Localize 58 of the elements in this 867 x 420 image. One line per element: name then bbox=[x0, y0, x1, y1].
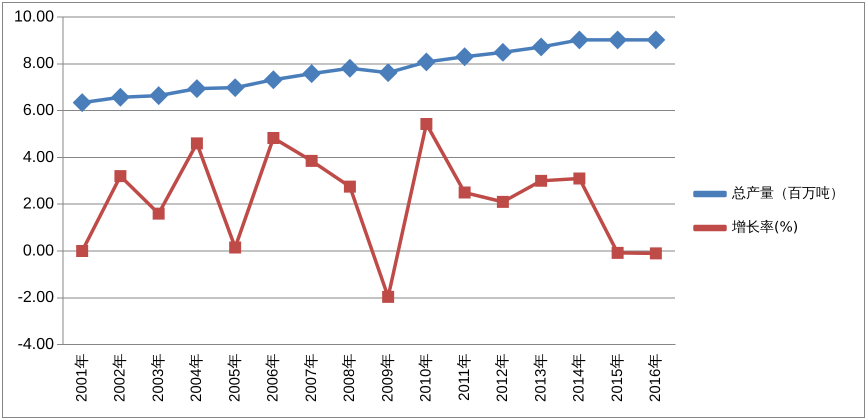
point bbox=[264, 70, 282, 88]
x-tick-label: 2012年 bbox=[494, 354, 512, 402]
legend-label: 增长率(%) bbox=[731, 220, 798, 236]
point bbox=[150, 86, 168, 104]
point bbox=[456, 48, 474, 66]
point bbox=[112, 88, 130, 106]
point bbox=[226, 78, 244, 96]
x-tick-label: 2002年 bbox=[112, 354, 129, 402]
point bbox=[267, 132, 280, 144]
x-tick-label: 2005年 bbox=[226, 354, 244, 402]
point bbox=[382, 290, 394, 303]
point bbox=[458, 186, 471, 199]
point bbox=[496, 196, 509, 208]
x-tick-label: 2011年 bbox=[456, 354, 473, 401]
y-tick-label: 8.00 bbox=[22, 55, 54, 72]
point bbox=[570, 31, 588, 49]
x-tick-label: 2003年 bbox=[150, 354, 167, 402]
y-tick-label: 4.00 bbox=[22, 148, 54, 166]
x-tick-label: 2004年 bbox=[188, 354, 206, 402]
y-tick-label: 10.00 bbox=[14, 8, 54, 26]
point bbox=[573, 172, 586, 184]
point bbox=[190, 137, 203, 150]
point bbox=[418, 53, 436, 71]
y-tick-label: 2.00 bbox=[22, 196, 54, 213]
point bbox=[535, 174, 548, 187]
y-tick-label: 0.00 bbox=[22, 242, 54, 260]
x-tick-label: 2009年 bbox=[379, 354, 396, 402]
point bbox=[532, 38, 550, 56]
y-tick-label: 6.00 bbox=[22, 102, 54, 120]
x-tick-label: 2015年 bbox=[608, 354, 626, 402]
x-tick-label: 2008年 bbox=[341, 354, 358, 402]
x-tick-label: 2010年 bbox=[418, 354, 435, 402]
point bbox=[229, 242, 242, 254]
point bbox=[612, 246, 624, 259]
point bbox=[302, 64, 320, 82]
point bbox=[650, 247, 662, 260]
y-tick-label: -2.00 bbox=[18, 289, 54, 306]
x-tick-label: 2001年 bbox=[73, 354, 90, 402]
point bbox=[344, 180, 356, 193]
point bbox=[420, 118, 432, 130]
point bbox=[306, 154, 318, 167]
x-tick-label: 2014年 bbox=[570, 354, 588, 402]
point bbox=[608, 31, 626, 49]
x-tick-label: 2006年 bbox=[264, 354, 282, 402]
point bbox=[76, 245, 88, 258]
point bbox=[341, 60, 359, 77]
point bbox=[152, 208, 165, 220]
legend-label: 总产量（百万吨） bbox=[731, 186, 844, 202]
point bbox=[379, 64, 397, 82]
x-tick-label: 2013年 bbox=[532, 354, 550, 402]
point bbox=[114, 170, 126, 182]
x-tick-label: 2007年 bbox=[302, 354, 320, 402]
point bbox=[73, 94, 91, 112]
x-tick-label: 2016年 bbox=[647, 354, 664, 402]
point bbox=[494, 44, 512, 62]
point bbox=[188, 80, 206, 98]
y-tick-label: -4.00 bbox=[18, 336, 54, 354]
point bbox=[647, 31, 665, 49]
